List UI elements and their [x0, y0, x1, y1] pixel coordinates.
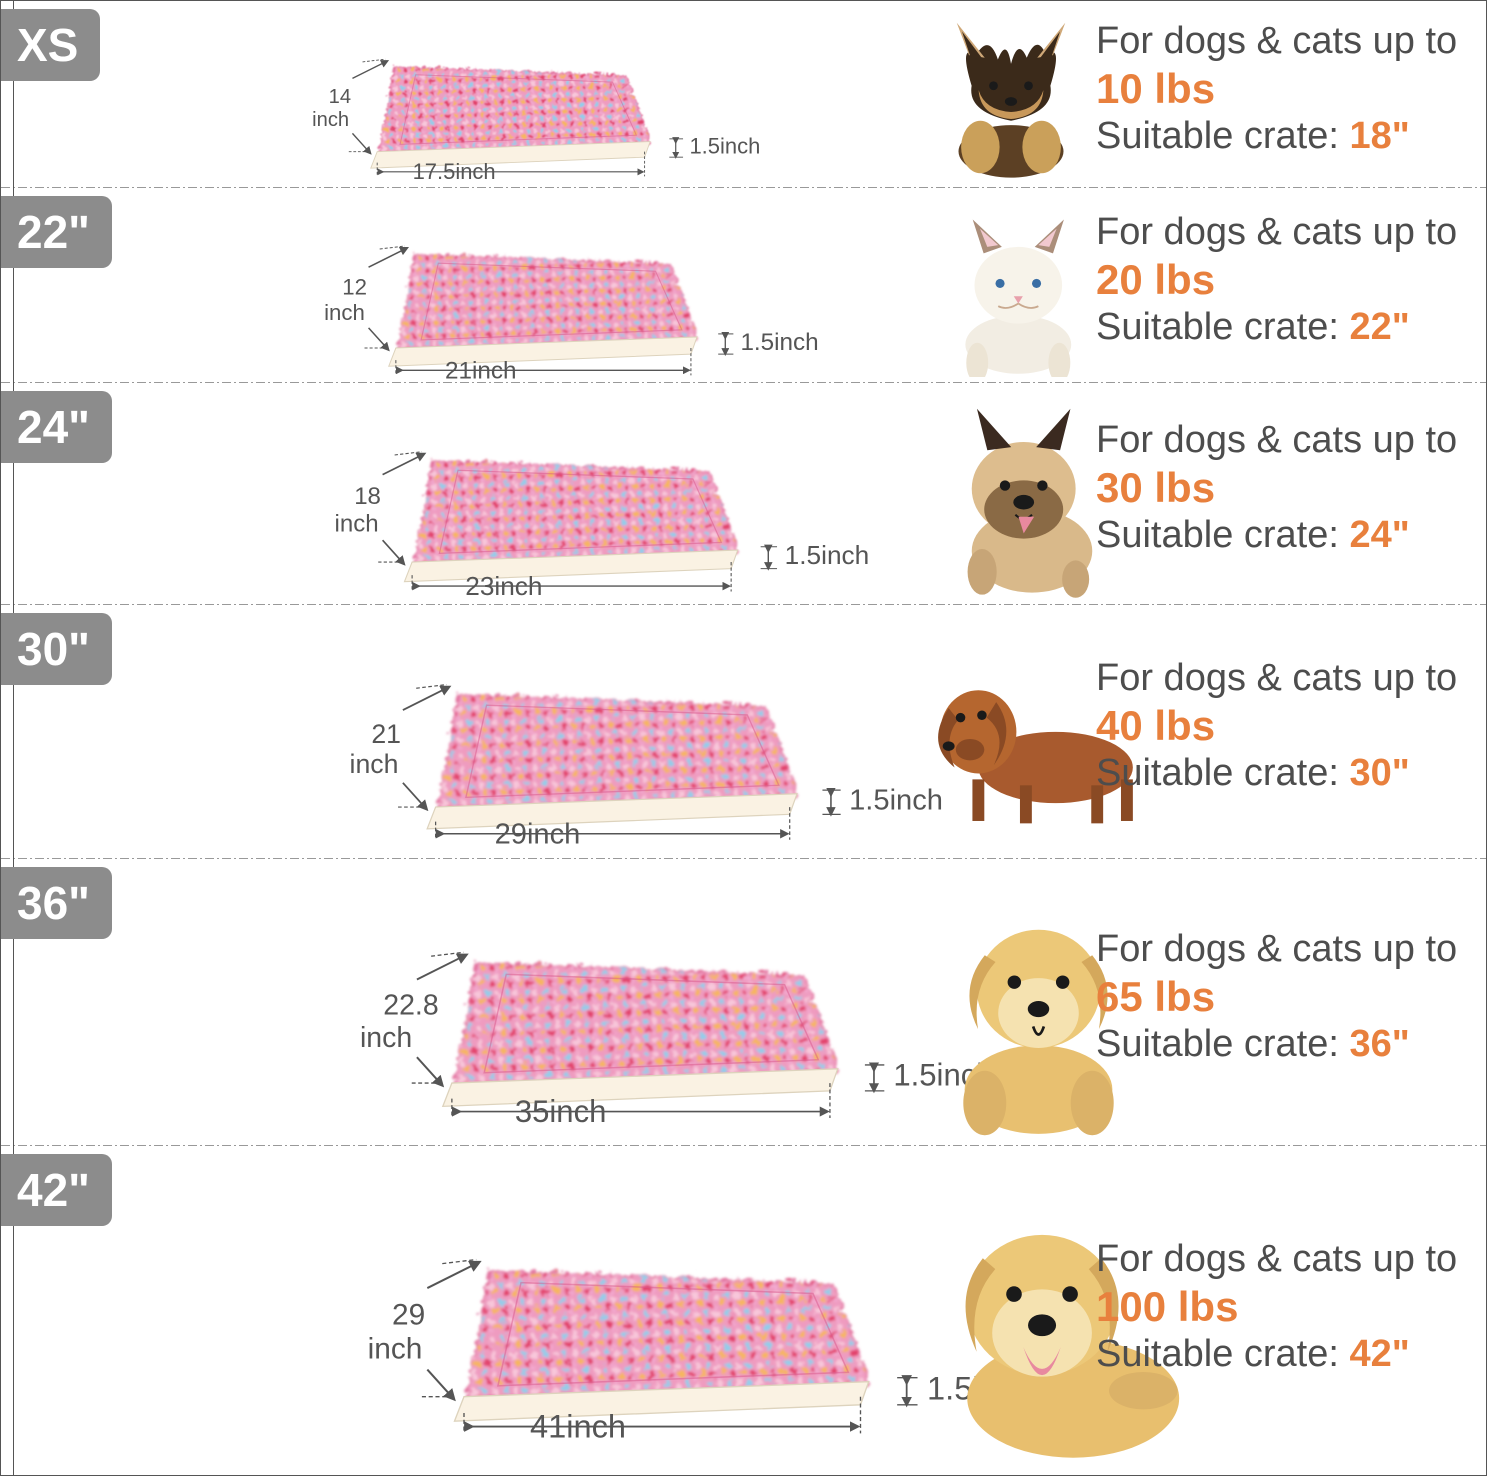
- svg-text:inch: inch: [367, 1333, 422, 1366]
- svg-text:inch: inch: [360, 1022, 412, 1054]
- svg-text:1.5inch: 1.5inch: [741, 329, 819, 356]
- svg-text:inch: inch: [335, 510, 379, 537]
- svg-text:14: 14: [329, 86, 351, 108]
- svg-text:29: 29: [392, 1299, 425, 1332]
- svg-text:inch: inch: [324, 300, 365, 325]
- svg-text:35inch: 35inch: [514, 1094, 606, 1129]
- svg-text:18: 18: [354, 483, 381, 510]
- svg-text:inch: inch: [349, 749, 398, 779]
- svg-text:22.8: 22.8: [383, 989, 438, 1021]
- svg-text:1.5inch: 1.5inch: [690, 133, 761, 158]
- svg-text:1.5inch: 1.5inch: [785, 540, 870, 570]
- svg-text:21: 21: [371, 719, 401, 749]
- svg-text:41inch: 41inch: [530, 1408, 626, 1444]
- svg-text:12: 12: [342, 275, 367, 300]
- svg-text:inch: inch: [313, 109, 350, 131]
